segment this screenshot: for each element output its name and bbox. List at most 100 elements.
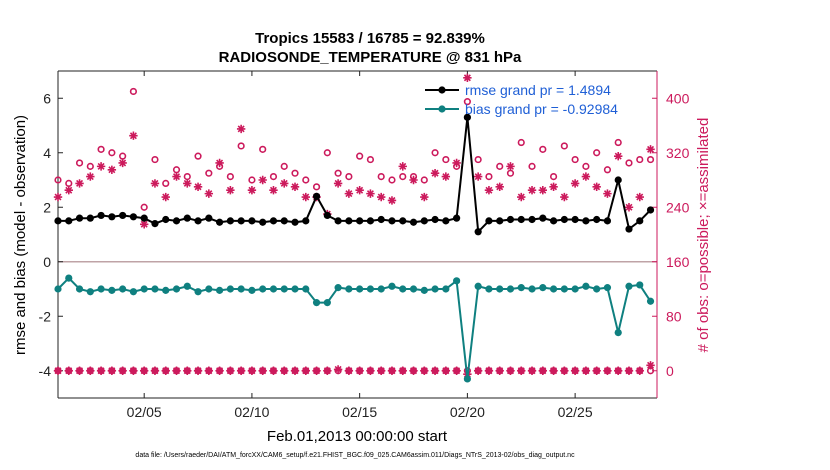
legend-item-label: bias grand pr = -0.92984	[465, 101, 618, 117]
obs-assimilated-point	[280, 179, 289, 188]
obs-assimilated-point	[96, 162, 106, 171]
rmse-point	[474, 228, 482, 236]
obs-possible-point	[603, 166, 612, 174]
bias-point	[86, 288, 94, 296]
bias-point	[216, 286, 224, 294]
obs-possible-point	[571, 155, 579, 164]
obs-possible-point	[291, 169, 299, 177]
bias-point	[549, 285, 558, 293]
obs-possible-point	[129, 87, 138, 96]
obs-possible-point	[431, 149, 439, 157]
obs-possible-point	[205, 169, 213, 177]
obs-possible-point	[162, 179, 170, 188]
obs-assimilated-bottom-point	[624, 366, 634, 375]
obs-assimilated-bottom-point	[344, 366, 354, 375]
obs-assimilated-point	[409, 175, 418, 185]
y-right-tick-label: 160	[666, 254, 690, 270]
bias-point	[356, 285, 364, 293]
obs-assimilated-point	[226, 186, 235, 195]
obs-possible-point	[582, 162, 590, 170]
obs-assimilated-bottom-point	[355, 366, 364, 375]
obs-assimilated-point	[527, 186, 537, 195]
obs-assimilated-point	[581, 172, 591, 181]
obs-assimilated-bottom-point	[280, 366, 289, 375]
rmse-point	[119, 211, 127, 220]
obs-assimilated-bottom-point	[183, 366, 192, 375]
bias-point	[636, 281, 644, 289]
obs-possible-point	[636, 155, 644, 164]
rmse-point	[636, 217, 644, 225]
obs-assimilated-bottom-point	[387, 366, 397, 375]
y-left-tick-label: -2	[39, 308, 52, 324]
obs-assimilated-bottom-point	[441, 366, 451, 375]
obs-possible-point	[323, 149, 331, 157]
obs-assimilated-bottom-point	[226, 366, 235, 375]
rmse-point	[431, 215, 439, 224]
bias-point	[312, 299, 321, 307]
obs-assimilated-bottom-point	[107, 366, 117, 375]
rmse-point	[539, 214, 547, 222]
rmse-point	[269, 217, 278, 225]
obs-assimilated-bottom-point	[172, 366, 181, 375]
obs-possible-point	[539, 145, 547, 153]
obs-assimilated-bottom-point	[64, 366, 73, 375]
obs-assimilated-point	[53, 192, 63, 202]
obs-assimilated-point	[452, 158, 461, 168]
rmse-point	[237, 217, 245, 225]
obs-assimilated-bottom-point	[506, 366, 515, 375]
obs-assimilated-point	[538, 186, 548, 195]
rmse-point	[65, 217, 73, 225]
obs-assimilated-bottom-point	[53, 366, 63, 375]
x-tick-label: 02/20	[450, 404, 485, 420]
obs-assimilated-point	[635, 192, 644, 202]
obs-possible-point	[356, 152, 364, 160]
bias-point	[129, 288, 138, 296]
obs-assimilated-bottom-point	[592, 366, 601, 375]
rmse-point	[54, 217, 62, 225]
obs-assimilated-point	[236, 124, 246, 134]
rmse-point	[86, 214, 94, 222]
rmse-point	[571, 215, 579, 224]
y-left-tick-label: 4	[43, 145, 51, 161]
x-axis-label: Feb.01,2013 00:00:00 start	[267, 428, 448, 445]
obs-assimilated-point	[624, 203, 634, 212]
obs-assimilated-point	[290, 182, 300, 192]
obs-assimilated-point	[172, 172, 181, 181]
rmse-point	[205, 214, 213, 222]
bias-point	[560, 285, 568, 293]
rmse-point	[582, 217, 590, 225]
bias-point	[345, 285, 353, 293]
obs-possible-point	[496, 162, 504, 170]
obs-assimilated-bottom-point	[323, 366, 332, 375]
rmse-point	[162, 215, 170, 224]
obs-assimilated-bottom-point	[614, 366, 623, 375]
obs-assimilated-point	[430, 168, 440, 178]
obs-possible-point	[248, 176, 256, 184]
bias-point	[334, 284, 342, 292]
rmse-point	[129, 213, 138, 221]
y-left-tick-label: -4	[39, 363, 52, 379]
bias-point	[420, 286, 428, 294]
obs-assimilated-point	[603, 189, 612, 198]
y-right-tick-label: 320	[666, 145, 690, 161]
obs-assimilated-point	[107, 165, 117, 174]
obs-possible-point	[269, 172, 278, 181]
bias-point	[108, 286, 116, 294]
obs-assimilated-point	[377, 192, 386, 202]
obs-assimilated-bottom-point	[452, 366, 461, 375]
obs-assimilated-bottom-point	[473, 366, 483, 375]
y-right-tick-label: 0	[666, 363, 674, 379]
obs-assimilated-point	[344, 189, 354, 198]
rmse-point	[280, 217, 288, 225]
obs-assimilated-point	[183, 179, 192, 188]
bias-point	[172, 285, 181, 293]
bias-point	[75, 285, 84, 293]
obs-assimilated-bottom-point	[420, 366, 429, 375]
obs-assimilated-point	[258, 175, 267, 185]
obs-assimilated-point	[484, 186, 494, 195]
obs-possible-point	[334, 169, 342, 177]
legend-swatch-marker	[438, 105, 446, 113]
obs-possible-point	[474, 155, 482, 164]
rmse-point	[528, 215, 536, 224]
